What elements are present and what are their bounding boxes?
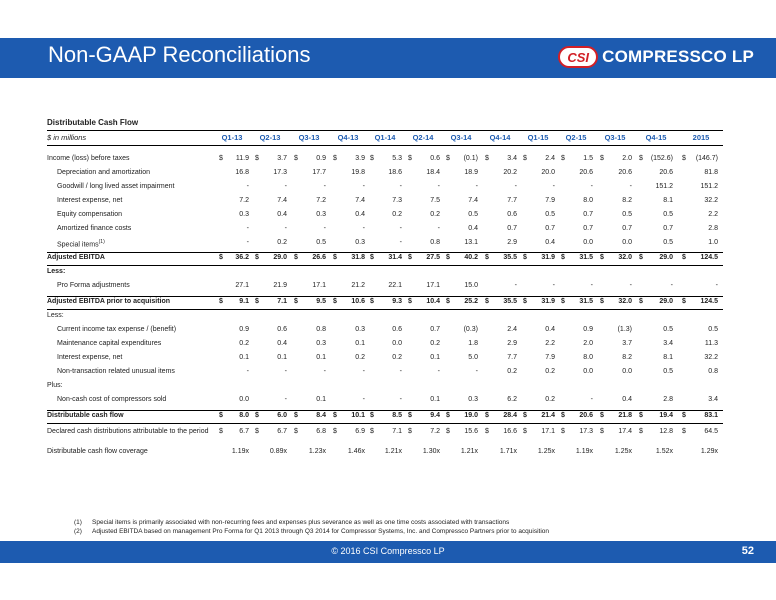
table-row: Pro Forma adjustments 27.1 21.9 17.1 21.2 22.… xyxy=(57,282,718,289)
table-row: Maintenance capital expenditures 0.2 0.4 0.… xyxy=(57,340,718,347)
column-header: Q4-15 xyxy=(645,133,667,142)
table-row: Adjusted EBITDA $36.2 $29.0 $26.6 $31.8 $31.4… xyxy=(47,252,723,266)
column-header: Q4-14 xyxy=(489,133,511,142)
unit-label: $ in millions xyxy=(47,133,87,142)
row-label: Interest expense, net xyxy=(57,354,123,361)
row-label: Distributable cash flow xyxy=(47,412,124,419)
row-label: Adjusted EBITDA xyxy=(47,254,105,261)
table-row: Non-cash cost of compressors sold 0.0-0.1… xyxy=(57,396,718,403)
company-logo: CSI COMPRESSCO LP xyxy=(558,44,754,70)
table-row: Depreciation and amortization 16.8 17.3 17.… xyxy=(57,169,718,176)
row-label: Income (loss) before taxes xyxy=(47,155,130,162)
row-label: Amortized finance costs xyxy=(57,225,132,232)
column-header: Q3-14 xyxy=(450,133,472,142)
row-label: Maintenance capital expenditures xyxy=(57,340,162,347)
footer-bar: © 2016 CSI Compressco LP 52 xyxy=(0,541,776,563)
column-header: Q1-15 xyxy=(527,133,549,142)
table-row: Non-transaction related unusual items - - -… xyxy=(57,368,718,375)
copyright: © 2016 CSI Compressco LP xyxy=(331,546,445,556)
page-number: 52 xyxy=(741,545,754,557)
table-title: Distributable Cash Flow xyxy=(47,118,139,127)
column-header: Q1-14 xyxy=(374,133,396,142)
row-label: Declared cash distributions attributable… xyxy=(47,428,209,435)
table-row: Interest expense, net 0.1 0.1 0.1 0.2 0.2 0.1 5… xyxy=(57,354,718,361)
column-header: 2015 xyxy=(692,133,710,142)
row-label: Distributable cash flow coverage xyxy=(47,448,148,455)
column-header: Q2-13 xyxy=(259,133,281,142)
table-row: Current income tax expense / (benefit) 0.… xyxy=(57,326,718,333)
row-label: Less: xyxy=(47,268,66,275)
row-label: Non-transaction related unusual items xyxy=(57,368,175,375)
row-label: Current income tax expense / (benefit) xyxy=(57,326,177,333)
row-label: Equity compensation xyxy=(57,211,122,218)
row-label: Pro Forma adjustments xyxy=(57,282,130,289)
row-label: Plus: xyxy=(47,382,63,389)
table-row: Less: xyxy=(47,267,723,279)
table-row: Income (loss) before taxes $11.9 $3.7 $0.9 $… xyxy=(47,155,718,162)
page-title: Non-GAAP Reconciliations xyxy=(48,42,311,67)
table-row: Less: xyxy=(47,311,723,323)
logo-badge: CSI xyxy=(558,46,599,68)
table-row: Declared cash distributions attributable… xyxy=(47,428,718,435)
table-row: Special items(1) -0.2 0.5 0.3-0.8 13.1 2.9 0.4… xyxy=(57,239,718,249)
row-label: Interest expense, net xyxy=(57,197,123,204)
column-header: Q1-13 xyxy=(221,133,243,142)
column-header: Q4-13 xyxy=(337,133,359,142)
table-row: Amortized finance costs - - - - - -0.4 0.7 0.7 0.… xyxy=(57,225,718,232)
row-label: Goodwill / long lived asset impairment xyxy=(57,183,175,190)
table-row: Equity compensation 0.3 0.4 0.3 0.4 0.2 0.2 0.5… xyxy=(57,211,718,218)
column-header: Q2-15 xyxy=(565,133,587,142)
row-label: Non-cash cost of compressors sold xyxy=(57,396,167,403)
column-header: Q3-13 xyxy=(298,133,320,142)
row-label: Depreciation and amortization xyxy=(57,169,150,176)
logo-name: COMPRESSCO LP xyxy=(602,47,754,66)
table-row: Goodwill / long lived asset impairment - -… xyxy=(57,183,718,190)
table-header: $ in millions Q1-13 Q2-13 Q3-13 Q4-13 Q1-14 Q… xyxy=(47,130,723,146)
column-header: Q2-14 xyxy=(412,133,434,142)
table-row: Distributable cash flow coverage 1.19x 0.8… xyxy=(47,448,718,455)
footnote: (2) Adjusted EBITDA based on management P… xyxy=(74,528,550,535)
footnote: (1) Special items is primarily associated… xyxy=(74,519,510,526)
footnotes: (1) Special items is primarily associated… xyxy=(74,518,549,536)
column-header: Q3-15 xyxy=(604,133,626,142)
title-bar: Non-GAAP Reconciliations CSI COMPRESSCO … xyxy=(0,38,776,78)
row-label: Adjusted EBITDA prior to acquisition xyxy=(47,298,171,305)
table-row: Adjusted EBITDA prior to acquisition $9.1… xyxy=(47,296,723,310)
table-row: Plus: xyxy=(47,381,723,393)
row-label: Special items(1) xyxy=(57,239,105,249)
table-row: Interest expense, net 7.2 7.4 7.2 7.4 7.3 7.5 7… xyxy=(57,197,718,204)
table-row: Distributable cash flow $8.0 $6.0 $8.4 $10.1… xyxy=(47,410,723,424)
row-label: Less: xyxy=(47,312,64,319)
